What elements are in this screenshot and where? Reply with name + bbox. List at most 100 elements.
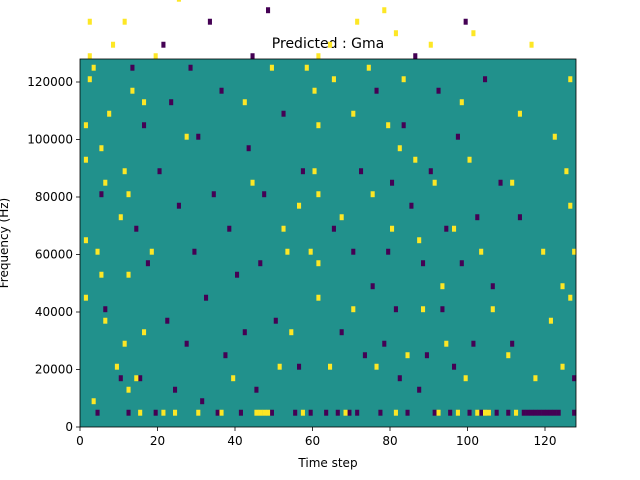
- heatmap-cell-high: [250, 179, 255, 186]
- heatmap-cell-high: [440, 283, 445, 290]
- heatmap-cell-high: [331, 76, 336, 83]
- heatmap-cell-high: [87, 53, 92, 60]
- heatmap-cell-high: [138, 409, 143, 416]
- heatmap-cell-high: [111, 41, 116, 48]
- heatmap-cell-high: [328, 363, 333, 370]
- heatmap-cell-low: [118, 375, 123, 382]
- heatmap-cell-high: [142, 329, 147, 336]
- heatmap-cell-low: [479, 409, 484, 416]
- heatmap-cell-low: [359, 168, 364, 175]
- heatmap-cell-high: [475, 409, 480, 416]
- heatmap-cell-high: [444, 340, 449, 347]
- heatmap-cell-low: [362, 352, 367, 359]
- heatmap-cell-low: [525, 409, 530, 416]
- heatmap-cell-high: [312, 168, 317, 175]
- heatmap-cell-low: [200, 398, 205, 405]
- heatmap-cell-low: [204, 294, 209, 301]
- heatmap-cell-high: [281, 225, 286, 232]
- heatmap-cell-high: [297, 202, 302, 209]
- heatmap-cell-high: [351, 110, 356, 117]
- heatmap-cell-low: [393, 306, 398, 313]
- heatmap-cell-low: [521, 409, 526, 416]
- heatmap-cell-high: [351, 306, 356, 313]
- heatmap-cell-high: [176, 0, 181, 2]
- heatmap-cell-high: [258, 409, 263, 416]
- heatmap-cell-low: [173, 386, 178, 393]
- heatmap-cell-high: [343, 409, 348, 416]
- y-axis-label: Frequency (Hz): [0, 198, 11, 289]
- heatmap-cell-high: [393, 30, 398, 37]
- heatmap-cell-high: [428, 41, 433, 48]
- y-axis: 0 20000 40000 60000 80000 100000 120000: [27, 75, 80, 434]
- heatmap-cell-high: [479, 248, 484, 255]
- heatmap-cell-high: [339, 214, 344, 221]
- heatmap-cell-low: [529, 409, 534, 416]
- heatmap-cell-low: [440, 306, 445, 313]
- heatmap-cell-low: [537, 409, 542, 416]
- heatmap-cell-low: [103, 306, 108, 313]
- heatmap-cell-high: [134, 375, 139, 382]
- heatmap-cell-low: [335, 409, 340, 416]
- heatmap-cell-low: [273, 317, 278, 324]
- heatmap-cell-low: [541, 409, 546, 416]
- heatmap-cell-high: [568, 76, 573, 83]
- heatmap-cell-high: [277, 363, 282, 370]
- heatmap-cell-high: [397, 145, 402, 152]
- heatmap-cell-low: [397, 375, 402, 382]
- heatmap-cell-low: [161, 41, 166, 48]
- heatmap-cell-high: [328, 41, 333, 48]
- heatmap-cell-high: [83, 122, 88, 129]
- heatmap-cell-high: [91, 64, 96, 71]
- heatmap-cell-high: [517, 110, 522, 117]
- heatmap-cell-high: [114, 363, 119, 370]
- heatmap-cell-low: [339, 329, 344, 336]
- heatmap-cell-low: [506, 409, 511, 416]
- heatmap-cell-high: [568, 294, 573, 301]
- heatmap-cell-low: [401, 122, 406, 129]
- heatmap-cell-high: [126, 386, 131, 393]
- x-tick-label: 20: [150, 434, 165, 448]
- heatmap-cell-high: [483, 409, 488, 416]
- heatmap-cell-low: [169, 99, 174, 106]
- heatmap-cell-high: [126, 271, 131, 278]
- heatmap-cell-low: [269, 409, 274, 416]
- heatmap-cell-low: [238, 409, 243, 416]
- heatmap-cell-high: [316, 294, 321, 301]
- heatmap-cell-low: [533, 409, 538, 416]
- heatmap-cell-low: [281, 110, 286, 117]
- heatmap-cell-low: [165, 317, 170, 324]
- heatmap-cell-high: [506, 352, 511, 359]
- heatmap-cell-low: [382, 340, 387, 347]
- heatmap-cell-high: [103, 317, 108, 324]
- heatmap-cell-low: [223, 352, 228, 359]
- plot-area: [79, 0, 577, 428]
- heatmap-cell-low: [142, 122, 147, 129]
- heatmap-cell-low: [459, 260, 464, 267]
- heatmap-cell-low: [455, 133, 460, 140]
- heatmap-cell-high: [533, 375, 538, 382]
- heatmap-cell-low: [196, 133, 201, 140]
- heatmap-cell-high: [285, 248, 290, 255]
- x-tick-label: 120: [534, 434, 557, 448]
- heatmap-cell-low: [463, 18, 468, 25]
- heatmap-cell-high: [304, 64, 309, 71]
- heatmap-cell-low: [432, 409, 437, 416]
- y-tick-label: 120000: [27, 75, 73, 89]
- x-tick-label: 100: [456, 434, 479, 448]
- heatmap-cell-high: [269, 64, 274, 71]
- plot-frame: [79, 58, 577, 428]
- heatmap-cell-high: [126, 191, 131, 198]
- heatmap-cell-low: [545, 409, 550, 416]
- heatmap-cell-low: [157, 168, 162, 175]
- heatmap-cell-low: [421, 260, 426, 267]
- heatmap-cell-low: [413, 53, 418, 60]
- heatmap-cell-low: [444, 225, 449, 232]
- heatmap-cell-low: [428, 168, 433, 175]
- heatmap-cell-high: [486, 409, 491, 416]
- heatmap-cell-high: [413, 156, 418, 163]
- heatmap-cell-low: [471, 340, 476, 347]
- heatmap-cell-high: [405, 352, 410, 359]
- heatmap-cell-high: [316, 260, 321, 267]
- heatmap-cell-high: [386, 122, 391, 129]
- heatmap-cell-high: [130, 87, 135, 94]
